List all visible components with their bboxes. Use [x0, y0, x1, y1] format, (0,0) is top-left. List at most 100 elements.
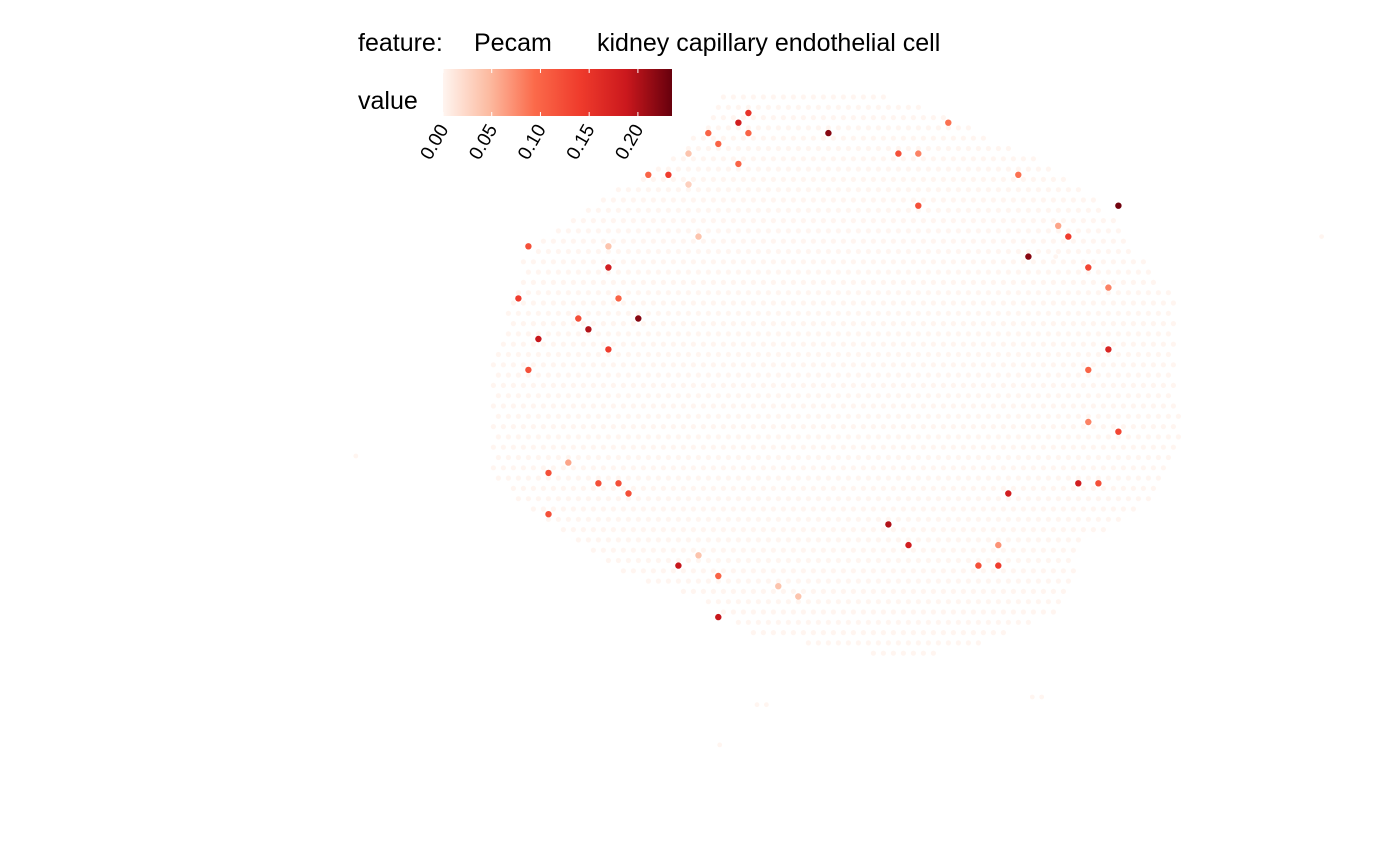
spot	[550, 341, 557, 347]
spot	[775, 393, 782, 399]
spot	[930, 197, 937, 203]
spot	[750, 259, 757, 265]
spot	[1080, 259, 1086, 265]
spot	[690, 465, 697, 471]
spot	[965, 290, 972, 296]
spot	[570, 485, 577, 491]
spot	[885, 187, 892, 193]
spot	[800, 588, 807, 595]
spot	[770, 465, 777, 471]
spot	[880, 321, 887, 327]
spot	[660, 321, 667, 327]
spot	[1050, 321, 1056, 327]
spot	[720, 94, 727, 100]
spot	[785, 578, 792, 584]
spot	[545, 372, 552, 378]
spot	[675, 475, 682, 481]
spot	[1035, 496, 1041, 502]
spot	[1035, 599, 1041, 605]
spot	[735, 331, 742, 337]
spot	[580, 465, 587, 471]
spot	[900, 650, 907, 656]
spot	[940, 135, 947, 141]
spot	[670, 279, 677, 285]
spot	[1150, 424, 1156, 430]
spot	[990, 506, 997, 512]
spot	[710, 321, 717, 327]
spot	[910, 218, 917, 224]
spot	[970, 259, 977, 265]
spot	[615, 537, 622, 543]
spot	[1080, 485, 1086, 491]
spot	[825, 104, 832, 110]
spot	[750, 176, 757, 182]
spot	[755, 269, 762, 275]
spot	[1005, 187, 1012, 193]
spot	[680, 279, 687, 285]
spot	[680, 259, 687, 265]
spot	[680, 176, 687, 182]
spot	[550, 300, 557, 306]
spot	[820, 485, 827, 491]
spot-point	[1005, 490, 1012, 497]
spot	[635, 516, 642, 522]
spot	[715, 351, 722, 358]
spot	[830, 527, 837, 533]
spot	[860, 485, 867, 491]
spot	[840, 259, 847, 265]
spot	[930, 156, 937, 162]
spot	[710, 156, 717, 162]
spot	[785, 557, 792, 564]
spot	[975, 228, 982, 234]
spot	[880, 300, 887, 306]
spot	[640, 300, 647, 306]
spot	[895, 599, 902, 605]
spot	[520, 341, 527, 347]
spot	[1035, 454, 1041, 461]
spot	[585, 228, 592, 234]
spot	[1005, 413, 1012, 419]
spot	[675, 166, 682, 172]
spot	[1140, 403, 1146, 409]
spot	[530, 506, 537, 512]
spot	[710, 547, 717, 553]
spot	[1015, 496, 1022, 502]
spot	[865, 372, 872, 378]
spot	[795, 104, 802, 110]
spot	[925, 166, 932, 172]
spot	[1135, 413, 1141, 419]
spot	[950, 588, 957, 595]
spot	[910, 300, 917, 306]
spot	[645, 434, 652, 440]
spot	[845, 619, 852, 625]
spot	[1165, 290, 1171, 296]
spot	[775, 228, 782, 234]
spot	[730, 527, 737, 533]
spot	[840, 135, 847, 141]
spot	[955, 640, 962, 646]
spot	[900, 341, 907, 347]
spot	[970, 156, 977, 162]
spot	[570, 259, 577, 265]
spot	[780, 300, 787, 306]
spot	[605, 290, 612, 296]
spot	[1060, 362, 1066, 368]
spot	[1130, 382, 1136, 388]
spot	[800, 630, 807, 636]
spot	[960, 279, 967, 285]
spot	[810, 135, 817, 141]
spot	[1015, 393, 1022, 399]
spot	[695, 228, 702, 234]
spot	[1155, 434, 1161, 440]
spot	[895, 537, 902, 543]
spot	[835, 104, 842, 110]
spot	[970, 135, 977, 141]
spot	[880, 115, 887, 121]
spot	[580, 362, 587, 368]
spot	[805, 269, 812, 275]
spot	[780, 403, 787, 409]
spot	[840, 485, 847, 491]
spot	[1120, 321, 1126, 327]
spot	[700, 362, 707, 368]
spot	[980, 341, 987, 347]
